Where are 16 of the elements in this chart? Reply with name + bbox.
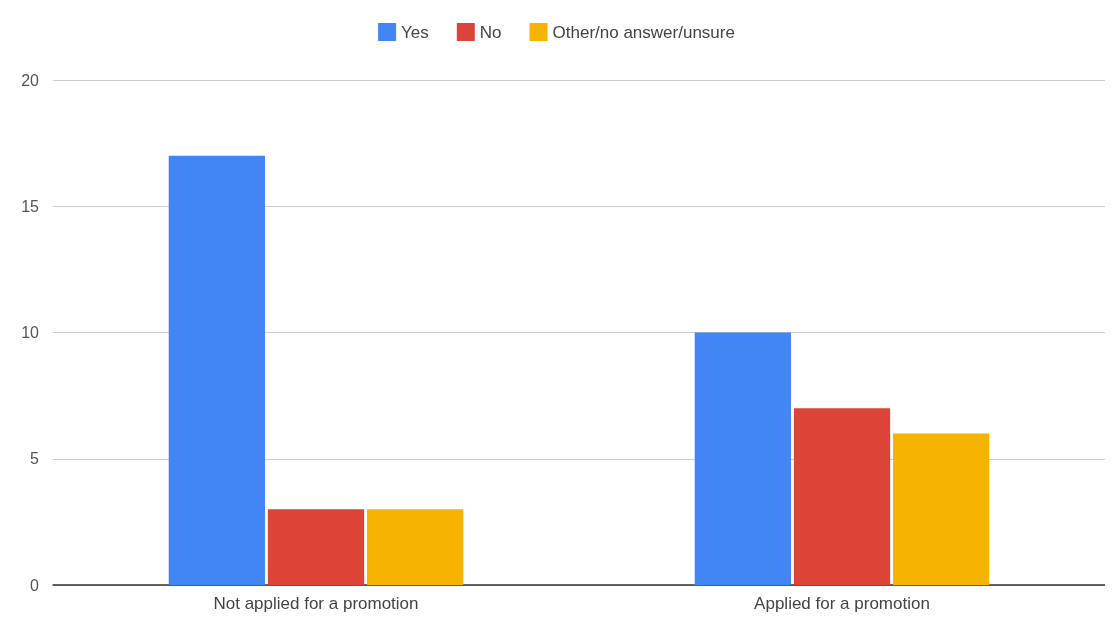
bar — [168, 155, 265, 585]
x-tick-label: Applied for a promotion — [754, 594, 930, 613]
bar — [893, 433, 990, 585]
bar — [694, 332, 791, 585]
y-tick-label: 10 — [21, 324, 40, 341]
bar — [793, 408, 891, 585]
x-tick-label: Not applied for a promotion — [213, 594, 419, 613]
legend-label: No — [479, 22, 502, 42]
y-tick-label: 5 — [30, 450, 40, 468]
y-tick-label: 20 — [21, 71, 40, 89]
y-tick-label: 0 — [30, 576, 40, 594]
legend-label: Other/no answer/unsure — [552, 22, 735, 42]
bar — [267, 509, 365, 585]
legend-label: Yes — [401, 22, 429, 42]
bar — [367, 509, 464, 585]
y-tick-label: 15 — [21, 197, 40, 215]
